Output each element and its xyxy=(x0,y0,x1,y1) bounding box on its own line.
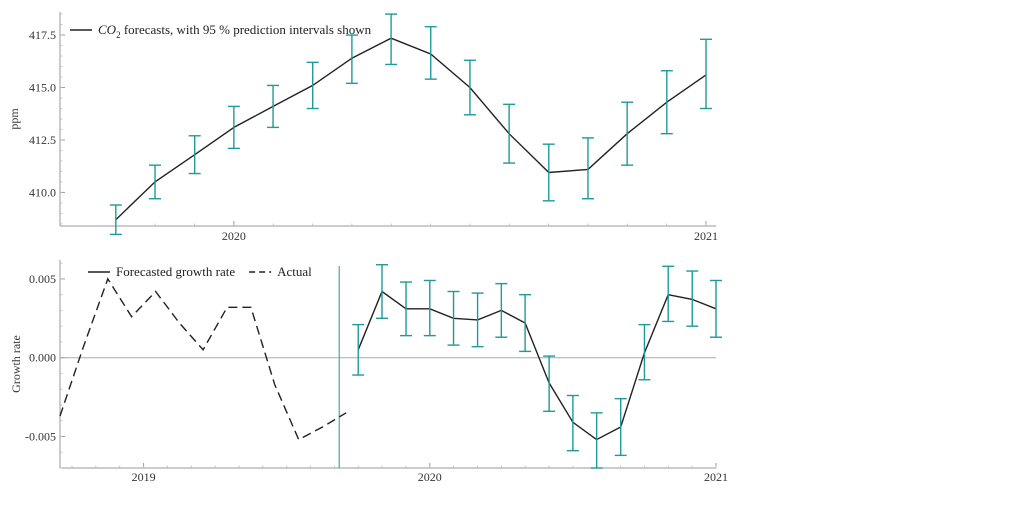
x-tick-label: 2021 xyxy=(694,229,718,243)
legend-text: forecasts, with 95 % prediction interval… xyxy=(121,22,372,37)
y-tick-label: -0.005 xyxy=(25,429,56,443)
legend-entry-1: Forecasted growth rate xyxy=(116,264,235,279)
legend: Forecasted growth rate Actual xyxy=(88,264,312,279)
x-tick-label: 2020 xyxy=(222,229,246,243)
legend-symbol: CO xyxy=(98,22,117,37)
x-tick-label: 2020 xyxy=(418,470,442,484)
y-tick-label: 412.5 xyxy=(29,133,56,147)
y-axis-title: ppm xyxy=(7,108,21,130)
x-tick-label: 2021 xyxy=(704,470,728,484)
x-tick-label: 2019 xyxy=(132,470,156,484)
legend-entry-2: Actual xyxy=(277,264,312,279)
y-tick-label: 415.0 xyxy=(29,81,56,95)
y-axis-title: Growth rate xyxy=(9,335,23,393)
y-tick-label: 0.005 xyxy=(29,272,56,286)
y-tick-label: 417.5 xyxy=(29,28,56,42)
y-tick-label: 0.000 xyxy=(29,351,56,365)
y-tick-label: 410.0 xyxy=(29,185,56,199)
